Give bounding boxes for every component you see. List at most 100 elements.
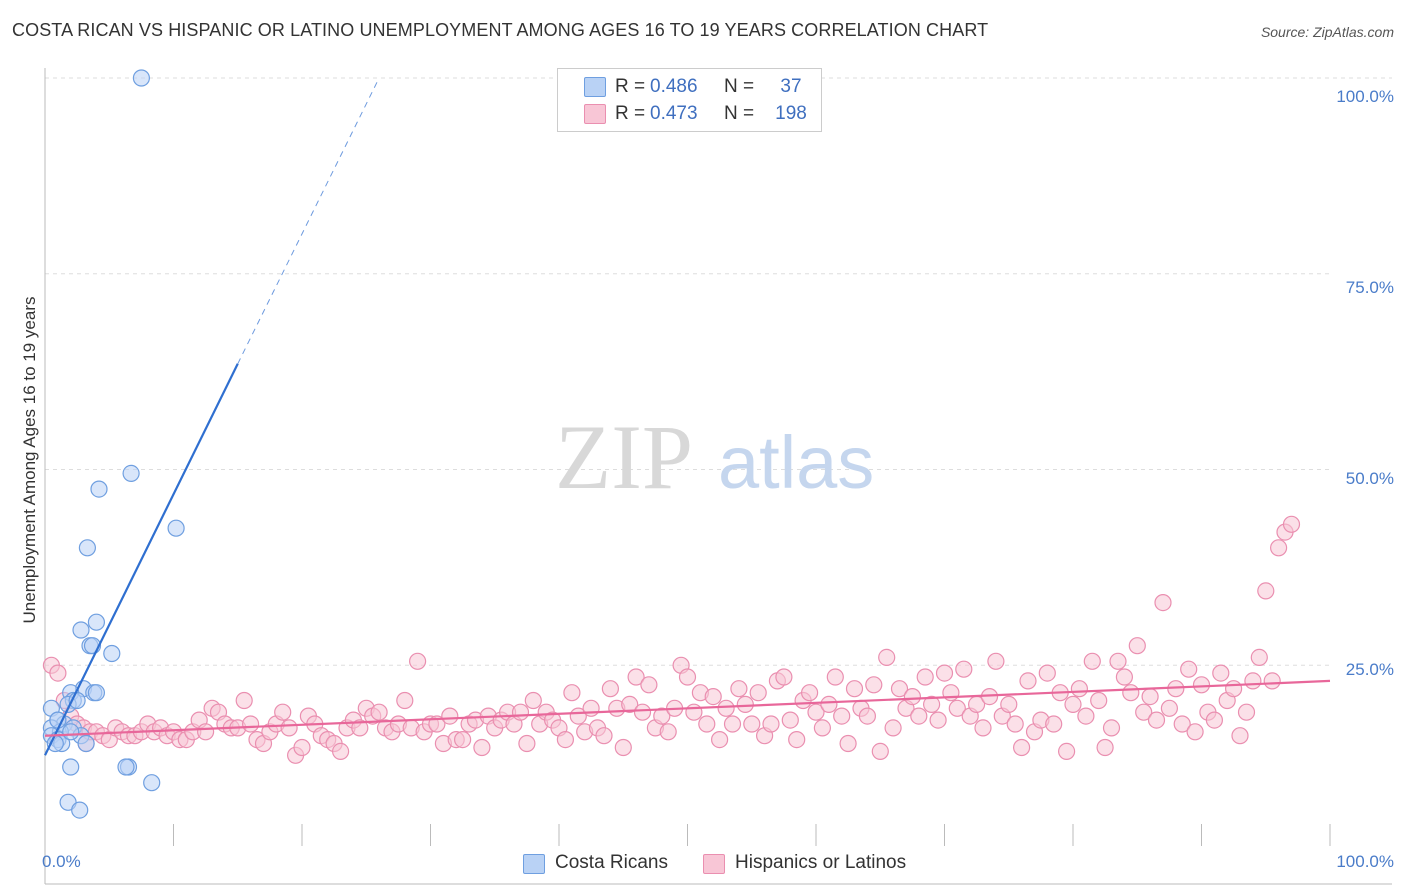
data-point	[511, 703, 530, 721]
data-point	[1090, 691, 1108, 710]
data-point	[845, 680, 864, 698]
data-point	[1019, 672, 1037, 690]
stats-row-costa-ricans: R = 0.486 N = 37	[558, 74, 821, 100]
n-value: 37	[780, 76, 802, 97]
data-point	[132, 69, 150, 87]
data-point	[710, 730, 729, 749]
data-point	[1077, 707, 1095, 725]
data-point	[1128, 637, 1146, 655]
r-value: 0.486	[650, 76, 698, 97]
data-point	[1057, 742, 1076, 761]
data-point	[826, 668, 844, 686]
data-point	[1244, 672, 1262, 690]
data-point	[1180, 660, 1198, 678]
data-point	[929, 711, 947, 729]
data-point	[441, 707, 459, 725]
n-label: N =	[724, 103, 755, 124]
data-point	[122, 464, 140, 482]
data-point	[1257, 582, 1275, 600]
data-point	[1064, 695, 1082, 714]
data-point	[1045, 715, 1063, 733]
x-tick-label: 100.0%	[1336, 852, 1394, 871]
data-point	[563, 684, 581, 702]
data-point	[955, 660, 973, 678]
data-point	[274, 703, 292, 721]
r-value: 0.473	[650, 103, 698, 124]
trend-lines	[44, 77, 1331, 756]
data-point	[916, 668, 934, 686]
data-point	[1205, 711, 1224, 729]
data-point	[71, 801, 89, 819]
data-point	[77, 734, 95, 753]
data-point	[1186, 723, 1204, 741]
data-point	[1269, 539, 1288, 557]
data-point	[614, 738, 632, 757]
data-point	[704, 687, 722, 706]
data-point	[1141, 687, 1159, 706]
data-point	[332, 742, 350, 761]
data-point	[143, 774, 161, 792]
data-point	[621, 695, 639, 714]
data-point	[235, 691, 253, 710]
n-value: 198	[775, 103, 807, 124]
data-point	[582, 699, 600, 717]
data-point	[242, 715, 260, 733]
grid-lines	[45, 77, 1392, 666]
data-point	[1038, 664, 1056, 682]
data-point	[890, 680, 909, 698]
data-point	[717, 699, 735, 717]
legend-blue-swatch	[523, 854, 545, 874]
data-point	[627, 668, 645, 686]
data-point	[1173, 715, 1191, 733]
data-point	[87, 613, 106, 631]
data-point	[1070, 680, 1089, 698]
data-point	[1083, 652, 1101, 670]
data-point	[749, 684, 767, 702]
data-point	[910, 707, 928, 725]
y-tick-label: 75.0%	[1345, 278, 1394, 297]
data-point	[1282, 515, 1301, 533]
blue-swatch	[584, 77, 606, 97]
r-label: R =	[615, 103, 646, 124]
data-point	[633, 703, 652, 721]
data-point	[723, 715, 742, 733]
data-point	[601, 680, 620, 698]
legend-pink-swatch	[703, 854, 725, 874]
data-point	[1000, 695, 1018, 714]
data-point	[1135, 703, 1153, 721]
data-point	[935, 664, 954, 682]
data-point	[640, 676, 658, 694]
data-point	[775, 668, 793, 686]
data-point	[1115, 668, 1134, 686]
data-point	[556, 730, 575, 749]
data-point	[49, 664, 67, 682]
chart-title: COSTA RICAN VS HISPANIC OR LATINO UNEMPL…	[12, 20, 989, 40]
y-tick-label: 50.0%	[1345, 469, 1394, 488]
series-costa-ricans-points	[42, 69, 185, 819]
data-point	[871, 742, 889, 761]
data-point	[167, 519, 185, 537]
data-point	[518, 734, 536, 753]
legend-label: Costa Ricans	[555, 852, 668, 873]
costa-ricans-trend-line	[44, 363, 239, 756]
data-point	[730, 680, 748, 698]
y-axis-label: Unemployment Among Ages 16 to 19 years	[20, 296, 39, 624]
data-point	[884, 719, 902, 737]
data-point	[762, 715, 780, 733]
stats-row-hispanics: R = 0.473 N = 198	[558, 101, 821, 127]
y-tick-label: 25.0%	[1345, 660, 1394, 679]
data-point	[1012, 738, 1031, 757]
watermark: ZIP atlas	[555, 406, 874, 508]
data-point	[454, 730, 472, 749]
data-point	[1096, 738, 1114, 757]
series-hispanics-points	[42, 515, 1301, 764]
data-point	[1154, 593, 1172, 612]
data-point	[1006, 715, 1024, 733]
data-point	[524, 691, 542, 710]
data-point	[685, 703, 703, 721]
data-point	[1192, 676, 1211, 694]
data-point	[1237, 703, 1256, 721]
data-point	[781, 711, 799, 729]
data-point	[370, 703, 388, 721]
